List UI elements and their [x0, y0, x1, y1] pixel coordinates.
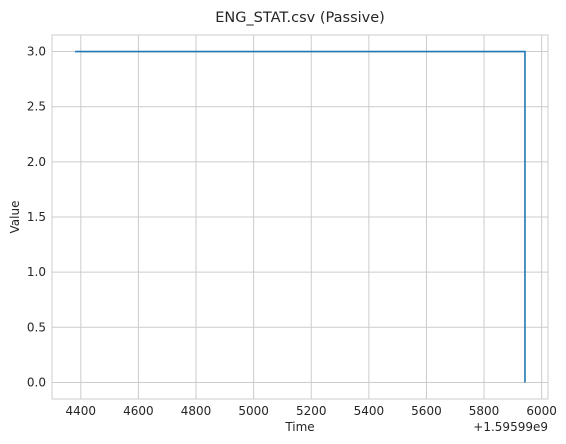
x-tick-label: 5400	[354, 404, 385, 418]
y-axis-label: Value	[8, 201, 22, 234]
plot-frame	[51, 34, 549, 400]
y-tick-label: 1.5	[27, 210, 46, 224]
x-axis-label: Time	[284, 420, 314, 434]
chart-title: ENG_STAT.csv (Passive)	[215, 10, 385, 26]
x-tick-label: 4600	[123, 404, 154, 418]
x-tick-labels: 4400 4600 4800 5000 5200 5400 5600 5800 6000	[66, 404, 557, 418]
y-tick-labels: 0.0 0.5 1.0 1.5 2.0 2.5 3.0	[27, 45, 46, 390]
x-tick-label: 4800	[181, 404, 212, 418]
x-tick-label: 4400	[66, 404, 97, 418]
y-tick-label: 0.0	[27, 375, 46, 389]
x-tick-label: 6000	[526, 404, 557, 418]
x-axis-offset-label: +1.59599e9	[473, 420, 548, 434]
y-tick-label: 3.0	[27, 45, 46, 59]
grid	[52, 35, 548, 399]
x-tick-label: 5000	[238, 404, 269, 418]
x-tick-label: 5200	[296, 404, 327, 418]
y-tick-label: 2.0	[27, 155, 46, 169]
x-tick-label: 5600	[411, 404, 442, 418]
y-tick-label: 0.5	[27, 320, 46, 334]
series-layer	[75, 50, 526, 383]
y-tick-label: 2.5	[27, 100, 46, 114]
y-tick-label: 1.0	[27, 265, 46, 279]
series-line	[75, 50, 526, 383]
x-tick-label: 5800	[469, 404, 500, 418]
